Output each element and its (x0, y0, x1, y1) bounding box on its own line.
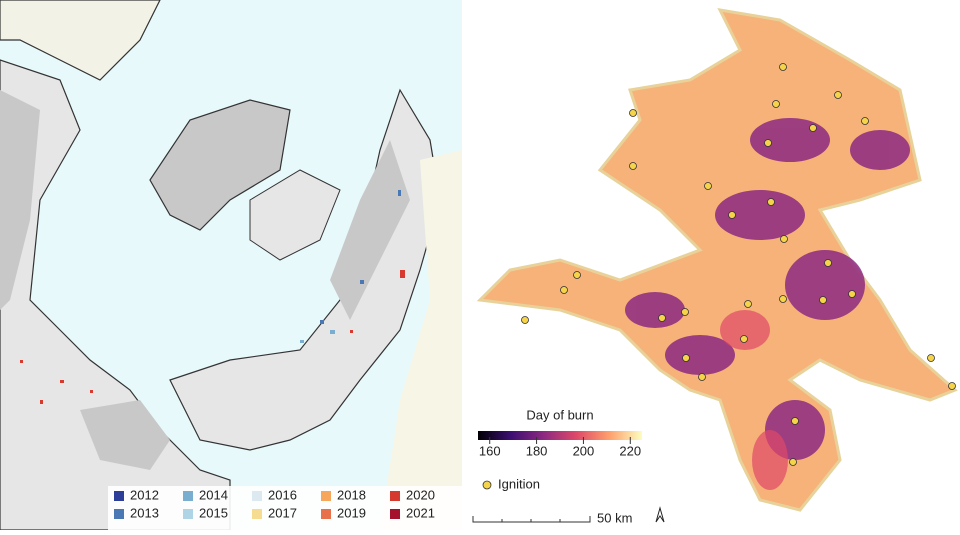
legend-label: 2013 (130, 505, 159, 520)
legend-swatch (114, 509, 124, 519)
colorbar (478, 431, 642, 440)
colorbar-tick-label: 200 (573, 443, 595, 458)
legend-swatch (183, 509, 193, 519)
ignition-symbol (482, 480, 492, 490)
north-arrow (655, 506, 665, 523)
legend-swatch (390, 491, 400, 501)
legend-label: 2012 (130, 487, 159, 502)
legend-swatch (321, 491, 331, 501)
colorbar-tick-label: 160 (479, 443, 501, 458)
colorbar-tick-label: 180 (526, 443, 548, 458)
legend-label: 2014 (199, 487, 228, 502)
legend-label: 2018 (337, 487, 366, 502)
legend-swatch (252, 509, 262, 519)
legend-label: 2016 (268, 487, 297, 502)
right-map: Day of burn 160 180 200 220 Ignition 50 km (462, 0, 960, 530)
legend-swatch (183, 491, 193, 501)
legend-label: 2019 (337, 505, 366, 520)
legend-swatch (252, 491, 262, 501)
scale-bar (472, 516, 591, 523)
legend-label: 2015 (199, 505, 228, 520)
legend-swatch (114, 491, 124, 501)
legend-swatch (390, 509, 400, 519)
legend-label: 2017 (268, 505, 297, 520)
legend-swatch (321, 509, 331, 519)
ignition-label: Ignition (498, 476, 540, 491)
colorbar-title: Day of burn (526, 407, 593, 422)
legend-label: 2021 (406, 505, 435, 520)
legend-label: 2020 (406, 487, 435, 502)
colorbar-tick-label: 220 (619, 443, 641, 458)
left-map: 2012 2013 2014 2015 2016 2017 2018 2019 2020 2021 (0, 0, 462, 531)
scale-label: 50 km (597, 510, 632, 525)
